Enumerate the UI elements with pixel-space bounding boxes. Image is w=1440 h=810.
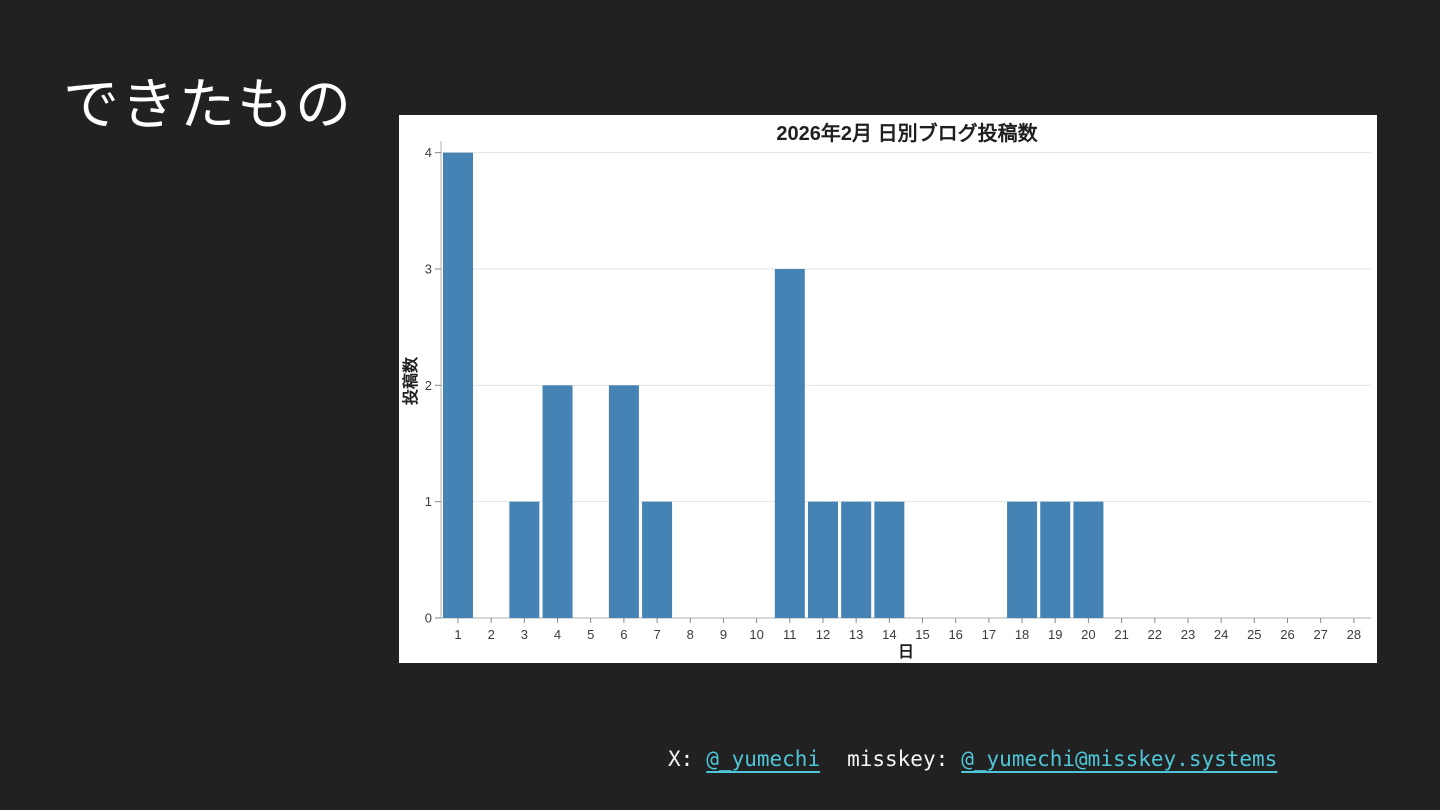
- x-tick-label-21: 21: [1114, 627, 1128, 642]
- x-tick-label-15: 15: [915, 627, 929, 642]
- blog-post-bar-chart: 0 1 2 3 4 1 2 3 4 5 6 7 8 9 10 11 12 13 14 15 16 17 18 19 20 21 22…: [399, 115, 1377, 663]
- x-tick-label-25: 25: [1247, 627, 1261, 642]
- y-tick-label-3: 3: [425, 261, 432, 276]
- bar-day-19: [1040, 501, 1071, 618]
- footer-misskey-label: misskey:: [847, 747, 949, 771]
- bar-day-1: [443, 152, 473, 618]
- x-tick-label-1: 1: [454, 627, 461, 642]
- x-tick-label-5: 5: [587, 627, 594, 642]
- x-tick-label-6: 6: [620, 627, 627, 642]
- x-tick-label-20: 20: [1081, 627, 1095, 642]
- x-tick-label-2: 2: [488, 627, 495, 642]
- x-tick-label-10: 10: [749, 627, 763, 642]
- x-axis-label: 日: [898, 643, 914, 661]
- y-tick-label-4: 4: [425, 145, 432, 160]
- x-tick-label-12: 12: [816, 627, 830, 642]
- x-tick-label-13: 13: [849, 627, 863, 642]
- y-axis-label: 投稿数: [401, 356, 420, 405]
- x-tick-label-8: 8: [687, 627, 694, 642]
- bar-day-14: [874, 501, 905, 618]
- x-tick-label-16: 16: [948, 627, 962, 642]
- slide-title: できたもの: [63, 73, 353, 136]
- x-tick-label-3: 3: [521, 627, 528, 642]
- bar-day-12: [807, 501, 838, 618]
- x-tick-label-23: 23: [1181, 627, 1195, 642]
- y-tick-label-0: 0: [425, 611, 432, 626]
- footer: X: @_yumechi misskey: @_yumechi@misskey.…: [668, 747, 1277, 771]
- bar-day-20: [1073, 501, 1104, 618]
- bar-day-4: [542, 385, 573, 618]
- bar-day-18: [1007, 501, 1038, 618]
- y-tick-label-1: 1: [425, 494, 432, 509]
- bar-day-13: [841, 501, 872, 618]
- bar-day-6: [608, 385, 639, 618]
- x-tick-label-19: 19: [1048, 627, 1062, 642]
- x-tick-label-4: 4: [554, 627, 561, 642]
- chart-title: 2026年2月 日別ブログ投稿数: [776, 121, 1038, 145]
- footer-x-label: X:: [668, 747, 694, 771]
- footer-x-link[interactable]: @_yumechi: [706, 747, 821, 771]
- x-tick-label-18: 18: [1015, 627, 1029, 642]
- x-tick-label-28: 28: [1347, 627, 1361, 642]
- x-tick-label-7: 7: [653, 627, 660, 642]
- footer-misskey-link[interactable]: @_yumechi@misskey.systems: [961, 747, 1278, 771]
- x-tick-label-11: 11: [783, 627, 797, 642]
- x-tick-label-17: 17: [982, 627, 996, 642]
- bar-day-7: [642, 501, 673, 618]
- bar-day-3: [509, 501, 540, 618]
- bar-day-11: [774, 268, 805, 618]
- x-tick-label-22: 22: [1148, 627, 1162, 642]
- x-tick-label-27: 27: [1313, 627, 1327, 642]
- x-tick-label-26: 26: [1280, 627, 1294, 642]
- y-tick-label-2: 2: [425, 378, 432, 393]
- x-tick-label-14: 14: [882, 627, 896, 642]
- x-tick-label-24: 24: [1214, 627, 1228, 642]
- x-tick-label-9: 9: [720, 627, 727, 642]
